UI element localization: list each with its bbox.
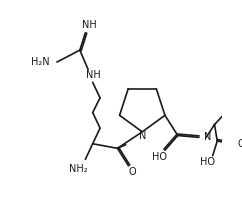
Text: N: N	[204, 132, 212, 142]
Text: N: N	[139, 131, 147, 141]
Text: NH₂: NH₂	[69, 164, 87, 174]
Text: O: O	[128, 167, 136, 177]
Text: NH: NH	[82, 20, 96, 30]
Text: NH: NH	[86, 70, 101, 80]
Text: H₂N: H₂N	[31, 57, 50, 67]
Text: HO: HO	[200, 157, 215, 167]
Text: HO: HO	[152, 152, 167, 162]
Text: O: O	[237, 139, 242, 149]
